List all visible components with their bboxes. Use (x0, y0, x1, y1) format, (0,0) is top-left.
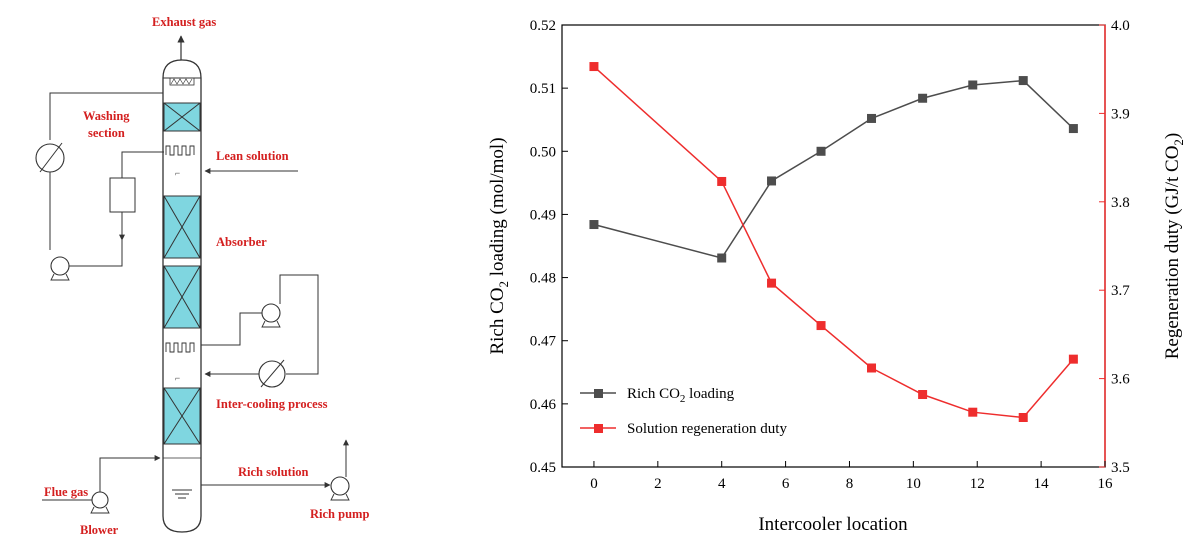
y-left-tick-label: 0.47 (530, 334, 557, 350)
y-axis-right-title: Regeneration duty (GJ/t CO2) (1162, 133, 1186, 360)
y-left-tick-label: 0.48 (530, 271, 556, 287)
svg-text:⌐: ⌐ (175, 168, 180, 178)
blower-label: Blower (80, 523, 119, 537)
x-tick-label: 16 (1098, 476, 1114, 492)
intercooler-location-chart: 0 2 4 6 8 10 12 14 16 0.45 0.46 0.47 0.48 0.49 0.50 0.… (487, 18, 1186, 535)
inter-cooling-label: Inter-cooling process (216, 397, 328, 411)
series-0-point (1068, 124, 1078, 134)
series-0-point (867, 113, 877, 123)
flue-gas-label: Flue gas (44, 485, 88, 499)
intercooling-pump (261, 303, 281, 323)
y-left-tick-label: 0.49 (530, 207, 556, 223)
series-1-point (767, 278, 777, 288)
x-tick-label: 10 (906, 476, 921, 492)
legend-item-rich-co2-loading: Rich CO2 loading (580, 386, 735, 405)
washing-section-label-2: section (88, 126, 125, 140)
legend-item-solution-regeneration-duty: Solution regeneration duty (580, 421, 787, 437)
series-0-point (816, 146, 826, 156)
svg-text:Rich CO2 loading: Rich CO2 loading (627, 386, 735, 405)
y-right-tick-label: 3.8 (1111, 195, 1130, 211)
series-1-point (1018, 412, 1028, 422)
series-0-point (918, 93, 928, 103)
rich-pump (330, 476, 350, 496)
absorber-process-diagram: Exhaust gas ⌐ ⌐ Washing s (35, 15, 369, 537)
series-1-point (717, 176, 727, 186)
legend: Rich CO2 loading Solution regeneration d… (580, 386, 787, 437)
series-line-1 (593, 65, 1074, 419)
absorber-packing-bed-1 (163, 195, 201, 259)
series-1-point (1068, 354, 1078, 364)
series-1-point (867, 363, 877, 373)
series-1-point (816, 321, 826, 331)
y-left-tick-label: 0.51 (530, 81, 556, 97)
y-right-tick-label: 3.5 (1111, 460, 1130, 476)
svg-text:Solution regeneration duty: Solution regeneration duty (627, 421, 787, 437)
washing-loop-pipe (49, 92, 163, 140)
y-right-tick-label: 3.9 (1111, 106, 1130, 122)
y-right-tick-label: 3.6 (1111, 372, 1130, 388)
washing-pump (50, 256, 70, 276)
y-left-tick-label: 0.52 (530, 18, 556, 34)
series-0-point (589, 220, 599, 230)
series-0-point (767, 176, 777, 186)
series-1-point (968, 407, 978, 417)
series-1-point (589, 62, 599, 72)
series-0-point (717, 253, 727, 263)
exhaust-gas-label: Exhaust gas (152, 15, 216, 29)
x-axis-title: Intercooler location (758, 514, 908, 535)
demister (169, 77, 195, 86)
liquid-collector-middle (165, 342, 195, 353)
blower (91, 491, 109, 509)
liquid-collector-top (165, 145, 195, 156)
x-tick-label: 6 (782, 476, 790, 492)
rich-solution-label: Rich solution (238, 465, 309, 479)
series-0-point (1018, 76, 1028, 86)
series-line-0 (593, 79, 1074, 259)
x-tick-label: 8 (846, 476, 854, 492)
series-0-point (968, 80, 978, 90)
y-left-tick-label: 0.46 (530, 397, 557, 413)
y-left-tick-label: 0.50 (530, 144, 556, 160)
x-tick-label: 4 (718, 476, 726, 492)
series-1-point (918, 390, 928, 400)
rich-pump-label: Rich pump (310, 507, 369, 521)
lean-solution-label: Lean solution (216, 149, 289, 163)
y-right-tick-label: 3.7 (1111, 283, 1130, 299)
svg-text:⌐: ⌐ (175, 373, 180, 383)
x-tick-label: 2 (654, 476, 662, 492)
y-left-tick-label: 0.45 (530, 460, 556, 476)
absorber-label: Absorber (216, 235, 267, 249)
absorber-packing-bed-2 (163, 265, 201, 329)
washing-packing-bed (163, 102, 201, 132)
absorber-packing-bed-3 (163, 387, 201, 445)
washing-tank (109, 177, 136, 213)
x-tick-label: 0 (590, 476, 598, 492)
y-axis-left-title: Rich CO2 loading (mol/mol) (487, 137, 511, 354)
y-right-tick-label: 4.0 (1111, 18, 1130, 34)
x-tick-label: 14 (1034, 476, 1050, 492)
washing-section-label: Washing (83, 109, 130, 123)
intercooling-draw-pipe (201, 312, 262, 346)
x-tick-label: 12 (970, 476, 985, 492)
